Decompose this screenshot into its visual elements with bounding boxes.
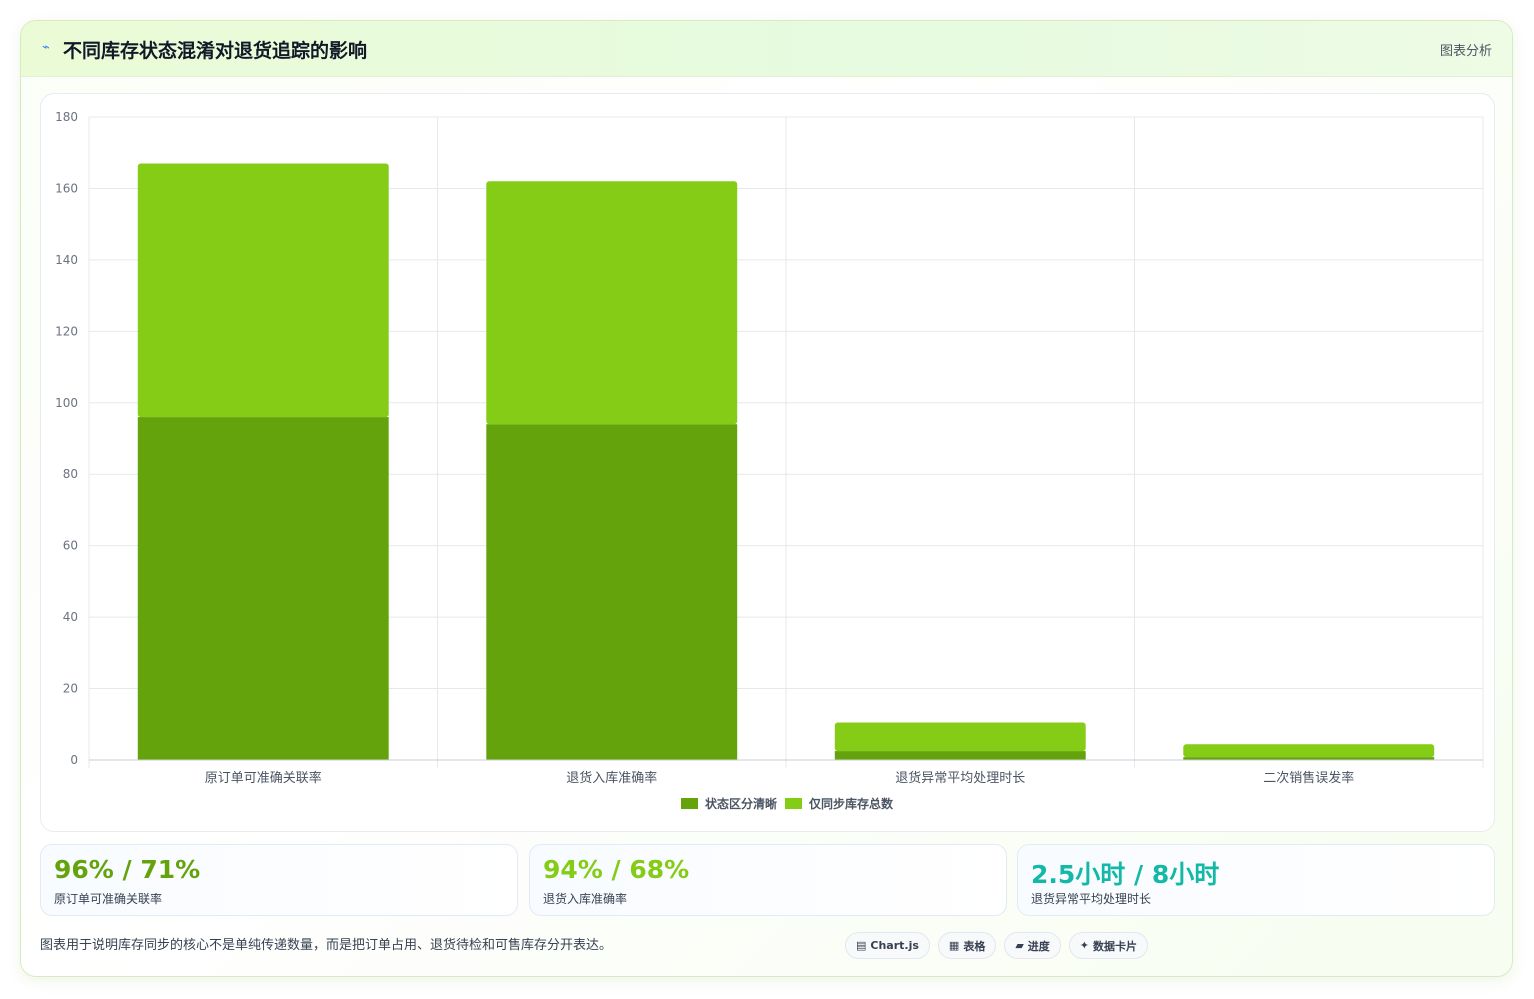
y-tick-label: 100 (55, 396, 78, 410)
stat-value: 96% / 71% (54, 855, 201, 884)
card-title: 不同库存状态混淆对退货追踪的影响 (63, 40, 368, 62)
y-tick-label: 80 (63, 467, 78, 481)
legend-swatch (681, 798, 698, 809)
bar-total-only (137, 163, 389, 418)
footer-tags: ▤ Chart.js ▦ 表格 ▰ 进度 ✦ 数据卡片 (845, 932, 1149, 959)
bar-clear-status (834, 751, 1086, 760)
chart-line-icon: ⌁ (42, 40, 50, 55)
chart-icon: ▤ (856, 939, 867, 952)
chart-legend: 状态区分清晰 仅同步库存总数 (681, 796, 894, 811)
y-tick-label: 140 (55, 253, 78, 267)
tag-label: 表格 (963, 939, 986, 953)
y-tick-label: 60 (63, 539, 78, 553)
sparkle-icon: ✦ (1079, 939, 1090, 952)
table-icon: ▦ (948, 939, 960, 952)
y-tick-label: 40 (63, 610, 78, 624)
bar-clear-status (486, 424, 738, 760)
chart-panel: 0 20 40 60 80 100 120 140 160 180 原订单可准确关联率 退货入库准确率… (40, 93, 1495, 832)
y-tick-label: 180 (55, 110, 78, 124)
stacked-bar-chart: 0 20 40 60 80 100 120 140 160 180 原订单可准确关联率 退货入库准确率… (55, 110, 1484, 811)
footer-note: 图表用于说明库存同步的核心不是单纯传递数量，而是把订单占用、退货待检和可售库存分… (40, 938, 613, 953)
y-tick-label: 120 (55, 324, 78, 338)
bar-total-only (486, 181, 738, 425)
bar-total-only (1183, 744, 1435, 758)
card-header: ⌁ 不同库存状态混淆对退货追踪的影响 图表分析 (21, 21, 1512, 77)
chart-axes: 0 20 40 60 80 100 120 140 160 180 原订单可准确关联率 退货入库准确率… (55, 110, 1483, 786)
x-tick-label: 退货异常平均处理时长 (895, 770, 1025, 786)
tag-label: Chart.js (870, 939, 919, 952)
tag-chartjs[interactable]: ▤ Chart.js (845, 932, 930, 959)
x-tick-label: 二次销售误发率 (1263, 770, 1354, 786)
y-tick-label: 20 (63, 682, 78, 696)
stat-card-return-accuracy: 94% / 68% 退货入库准确率 (529, 844, 1007, 916)
y-tick-label: 160 (55, 181, 78, 195)
tag-data-card[interactable]: ✦ 数据卡片 (1068, 932, 1149, 959)
stat-label: 退货异常平均处理时长 (1031, 892, 1152, 906)
chart-bars (137, 163, 1435, 760)
y-tick-label: 0 (70, 753, 78, 767)
stat-label: 退货入库准确率 (543, 892, 628, 906)
stat-value: 2.5小时 / 8小时 (1031, 860, 1220, 889)
legend-swatch (785, 798, 802, 809)
stat-value: 94% / 68% (543, 855, 690, 884)
bar-clear-status (137, 417, 389, 760)
tag-table[interactable]: ▦ 表格 (937, 932, 997, 959)
tag-progress[interactable]: ▰ 进度 (1004, 932, 1061, 959)
progress-icon: ▰ (1015, 939, 1024, 952)
tag-label: 数据卡片 (1093, 939, 1138, 953)
legend-label: 仅同步库存总数 (808, 796, 894, 811)
x-tick-label: 退货入库准确率 (566, 770, 657, 786)
chart-card: ⌁ 不同库存状态混淆对退货追踪的影响 图表分析 0 20 40 60 80 100 120 1… (20, 20, 1513, 977)
stat-label: 原订单可准确关联率 (54, 892, 163, 906)
tag-label: 进度 (1027, 939, 1050, 953)
legend-label: 状态区分清晰 (705, 796, 777, 811)
stat-card-order-link: 96% / 71% 原订单可准确关联率 (40, 844, 518, 916)
x-tick-label: 原订单可准确关联率 (205, 770, 322, 786)
bar-total-only (834, 722, 1086, 752)
stat-card-exception-time: 2.5小时 / 8小时 退货异常平均处理时长 (1017, 844, 1495, 916)
chart-analysis-badge[interactable]: 图表分析 (1439, 44, 1492, 59)
bar-clear-status (1183, 757, 1435, 760)
